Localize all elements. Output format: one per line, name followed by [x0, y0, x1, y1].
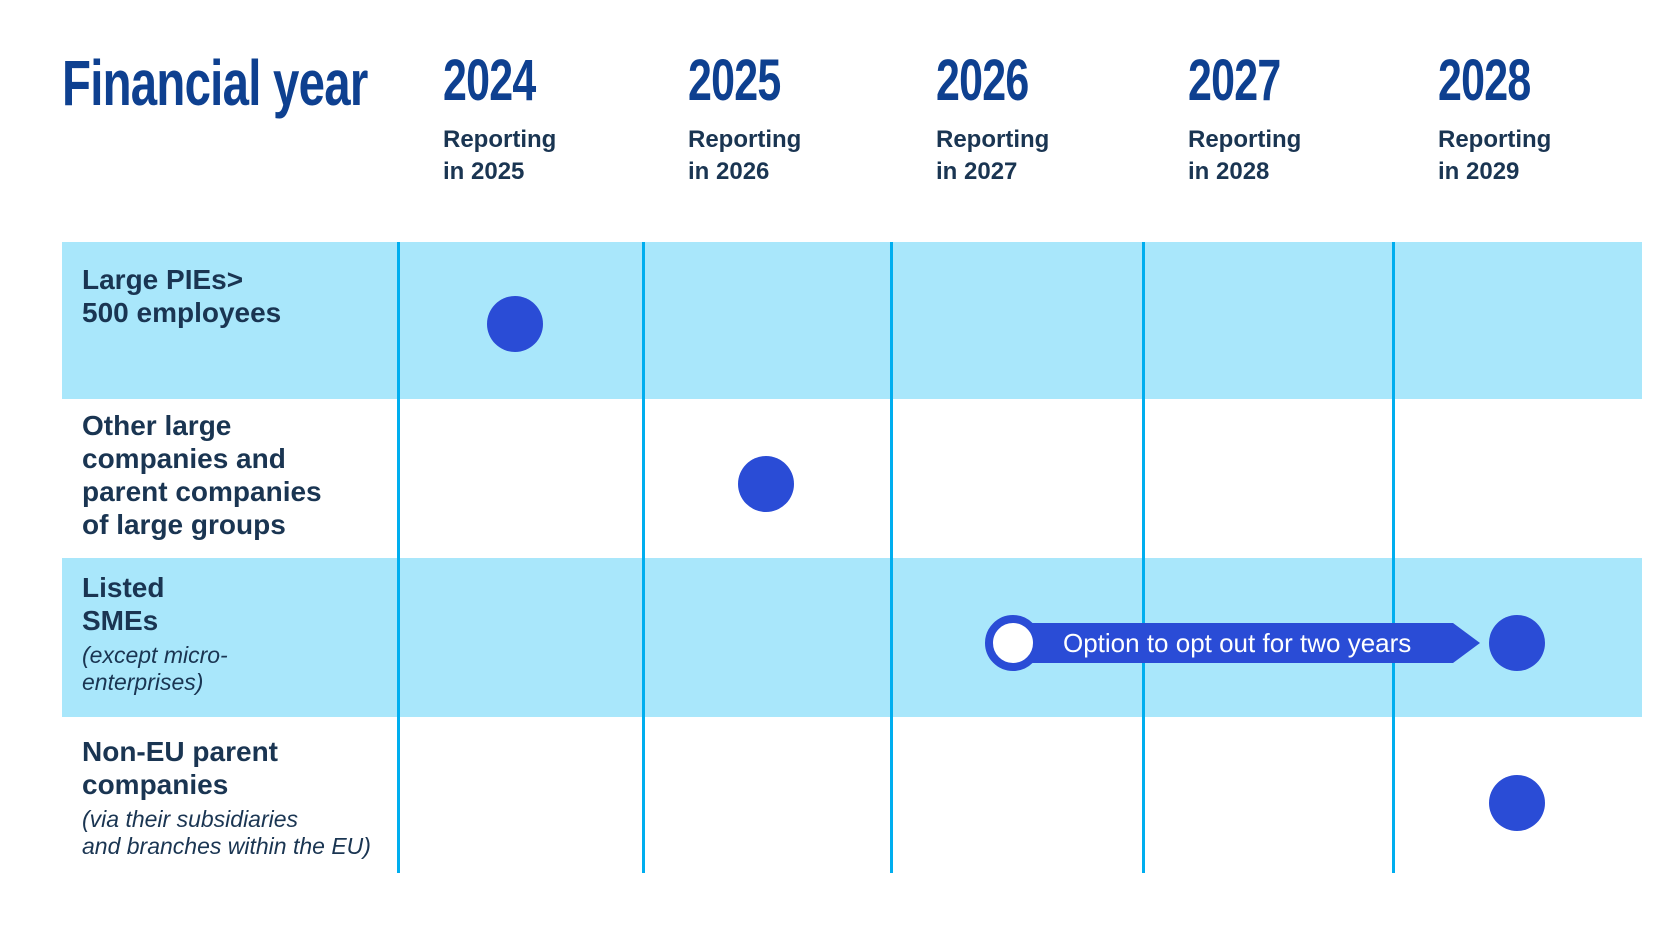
reporting-note-line: in 2025 — [443, 158, 525, 185]
row-label-line: Non-EU parent — [82, 736, 278, 767]
reporting-note-line: Reporting — [688, 126, 802, 153]
opt-out-callout-arrowhead-icon — [1453, 623, 1480, 663]
timeline-dot-non-eu-2028 — [1489, 775, 1545, 831]
column-divider-line — [642, 242, 645, 873]
row-label-note-line: enterprises) — [82, 669, 204, 695]
column-divider-line — [1142, 242, 1145, 873]
row-label-line: 500 employees — [82, 297, 282, 328]
column-header-2024: 2024 Reporting in 2025 — [443, 50, 568, 188]
reporting-note-line: in 2029 — [1438, 158, 1520, 185]
reporting-note-line: in 2026 — [688, 158, 770, 185]
row-label-line: companies — [82, 769, 229, 800]
timeline-dot-large-pies-2024 — [487, 296, 543, 352]
year-label: 2027 — [1188, 48, 1281, 113]
row-label-line: Other large — [82, 410, 232, 441]
year-label: 2025 — [688, 48, 781, 113]
row-label-line: of large groups — [82, 509, 286, 540]
row-label-line: companies and — [82, 443, 286, 474]
timeline-dot-other-large-2025 — [738, 456, 794, 512]
row-label-line: Large PIEs> — [82, 264, 244, 295]
row-band-large-pies — [62, 242, 1642, 399]
row-label-note-line: (except micro- — [82, 642, 228, 668]
year-label: 2026 — [936, 48, 1029, 113]
reporting-note-line: in 2028 — [1188, 158, 1270, 185]
row-label-note-line: (via their subsidiaries — [82, 806, 299, 832]
page-title: Financial year — [62, 50, 475, 116]
row-label-line: Listed — [82, 572, 165, 603]
reporting-note-line: in 2027 — [936, 158, 1018, 185]
reporting-note-line: Reporting — [936, 126, 1050, 153]
column-header-2026: 2026 Reporting in 2027 — [936, 50, 1061, 188]
reporting-note-line: Reporting — [443, 126, 557, 153]
timeline-dot-listed-smes-2028 — [1489, 615, 1545, 671]
column-header-2028: 2028 Reporting in 2029 — [1438, 50, 1563, 188]
opt-out-callout-label: Option to opt out for two years — [1063, 628, 1412, 658]
row-label-listed-smes: Listed SMEs (except micro- enterprises) — [82, 571, 228, 696]
column-divider-line — [1392, 242, 1395, 873]
column-header-2025: 2025 Reporting in 2026 — [688, 50, 813, 188]
reporting-note-line: Reporting — [1438, 126, 1552, 153]
row-label-line: parent companies — [82, 476, 322, 507]
page-title-text: Financial year — [62, 47, 368, 119]
column-divider-line — [890, 242, 893, 873]
reporting-note-line: Reporting — [1188, 126, 1302, 153]
column-header-2027: 2027 Reporting in 2028 — [1188, 50, 1313, 188]
row-label-large-pies: Large PIEs> 500 employees — [82, 263, 281, 329]
year-label: 2028 — [1438, 48, 1531, 113]
row-label-line: SMEs — [82, 605, 159, 636]
year-label: 2024 — [443, 48, 536, 113]
row-label-non-eu-parent: Non-EU parent companies (via their subsi… — [82, 735, 371, 860]
opt-out-callout-start-circle-icon — [985, 615, 1041, 671]
row-label-other-large-companies: Other large companies and parent compani… — [82, 409, 322, 541]
opt-out-callout-banner: Option to opt out for two years — [1013, 623, 1453, 663]
column-divider-line — [397, 242, 400, 873]
row-label-note-line: and branches within the EU) — [82, 833, 371, 859]
